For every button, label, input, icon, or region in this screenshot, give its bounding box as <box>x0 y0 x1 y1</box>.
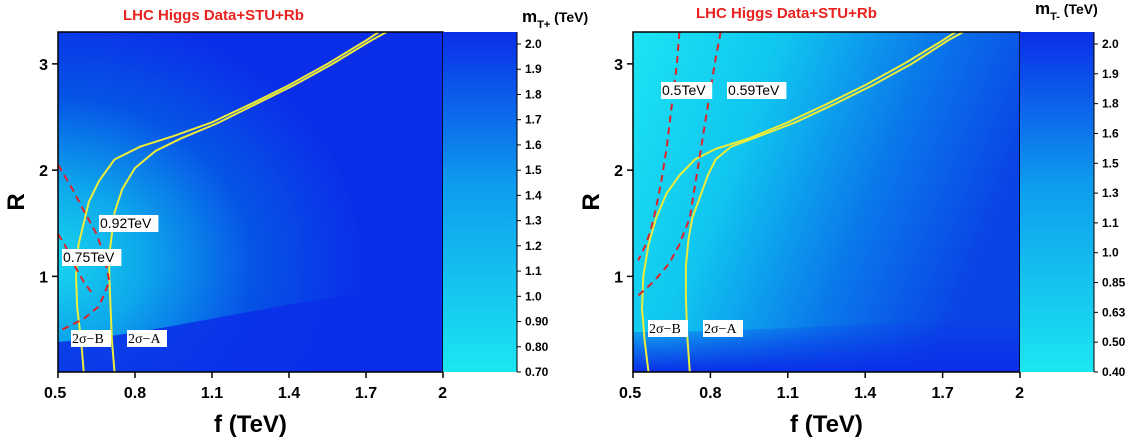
x-tick-label: 2 <box>1015 385 1024 402</box>
x-tick-label: 1.7 <box>931 385 953 402</box>
chart-title: LHC Higgs Data+STU+Rb <box>123 7 304 24</box>
contour-lines <box>637 32 964 372</box>
colorbar-tick-label: 1.2 <box>525 239 542 253</box>
colorbar-tick-label: 0.63 <box>1102 305 1126 319</box>
y-tick-label: 1 <box>614 269 623 286</box>
x-tick-label: 1.7 <box>355 385 377 402</box>
chart-panel-2: 0.5TeV 0.59TeV 2σ−B 2σ−A 0.5 0.8 1.1 1.4 1.7 2 f (… <box>578 0 1126 438</box>
yellow-contour-2 <box>684 32 964 372</box>
colorbar-title: mT- (TeV) <box>1035 0 1098 23</box>
colorbar-tick-label: 1.5 <box>525 163 542 177</box>
yellow-contour-label: 2σ−B <box>72 332 104 347</box>
red-contour-label: 0.5TeV <box>662 82 706 98</box>
contour-label-bg <box>703 320 743 337</box>
colorbar-tick-label: 0.50 <box>1102 335 1126 349</box>
colorbar-tick-label: 1.0 <box>525 289 542 303</box>
x-axis: 0.5 0.8 1.1 1.4 1.7 2 f (TeV) <box>44 372 447 438</box>
colorbar-tick-label: 1.1 <box>525 264 542 278</box>
x-tick-label: 0.8 <box>699 385 721 402</box>
colorbar-tick-label: 0.70 <box>525 365 549 379</box>
x-axis-label: f (TeV) <box>214 411 287 438</box>
heatmap <box>58 32 443 372</box>
x-tick-label: 0.5 <box>44 385 66 402</box>
yellow-contour-label: 2σ−B <box>649 322 681 337</box>
y-axis: 1 2 3 R <box>578 57 633 286</box>
contour-lines <box>58 32 387 372</box>
red-dashed-contour-2 <box>637 32 722 297</box>
x-tick-label: 1.1 <box>777 385 799 402</box>
chart-title: LHC Higgs Data+STU+Rb <box>696 5 877 22</box>
colorbar-tick-label: 1.8 <box>1102 97 1119 111</box>
yellow-contour-1 <box>74 32 380 372</box>
x-tick-label: 1.1 <box>201 385 223 402</box>
chart-panel-1: 0.75TeV 0.92TeV 2σ−B 2σ−A 0.5 0.8 1.1 1.4 1.7 2 f … <box>3 7 588 438</box>
y-tick-label: 3 <box>39 57 48 74</box>
red-dashed-contour-2 <box>58 164 111 333</box>
x-tick-label: 0.8 <box>124 385 146 402</box>
x-axis-label: f (TeV) <box>790 411 863 438</box>
colorbar-tick-label: 1.9 <box>1102 67 1119 81</box>
yellow-contour-label: 2σ−A <box>128 332 161 347</box>
yellow-contour-1 <box>640 32 957 372</box>
x-tick-label: 1.4 <box>278 385 300 402</box>
colorbar-tick-label: 0.80 <box>525 340 549 354</box>
colorbar-tick-label: 1.0 <box>1102 246 1119 260</box>
yellow-contour-2 <box>108 32 387 372</box>
colorbar-tick-label: 2.0 <box>525 37 542 51</box>
red-dashed-contour-1 <box>637 32 681 261</box>
y-axis-label: R <box>578 193 605 210</box>
colorbar: 2.0 1.9 1.8 1.7 1.6 1.5 1.4 1.3 1.2 1.1 1.0 0.90 0.8… <box>443 7 588 379</box>
heatmap-low-band <box>58 287 443 372</box>
colorbar-tick-label: 1.8 <box>525 87 542 101</box>
y-tick-label: 1 <box>39 269 48 286</box>
colorbar-tick-label: 0.85 <box>1102 276 1126 290</box>
colorbar-tick-label: 1.6 <box>525 138 542 152</box>
colorbar-gradient <box>1020 32 1094 372</box>
contour-label-bg <box>648 320 688 337</box>
y-axis-label: R <box>3 193 30 210</box>
contour-label-bg <box>99 215 159 232</box>
colorbar-title: mT+ (TeV) <box>522 7 588 31</box>
contour-label-bg <box>661 82 713 99</box>
y-tick-label: 2 <box>39 163 48 180</box>
colorbar: 2.0 1.9 1.8 1.6 1.5 1.3 1.1 1.0 0.85 0.63 0.50 0.40… <box>1020 0 1126 379</box>
contour-label-bg <box>127 330 167 347</box>
y-tick-label: 2 <box>614 163 623 180</box>
contour-label-bg <box>727 82 787 99</box>
yellow-contour-label: 2σ−A <box>704 322 737 337</box>
red-contour-label: 0.59TeV <box>728 82 780 98</box>
colorbar-tick-label: 0.90 <box>525 315 549 329</box>
x-tick-label: 1.4 <box>854 385 876 402</box>
red-contour-label: 0.75TeV <box>63 249 115 265</box>
colorbar-tick-label: 1.1 <box>1102 216 1119 230</box>
colorbar-tick-label: 1.5 <box>1102 156 1119 170</box>
colorbar-tick-label: 1.9 <box>525 62 542 76</box>
y-tick-label: 3 <box>614 57 623 74</box>
x-axis: 0.5 0.8 1.1 1.4 1.7 2 f (TeV) <box>619 372 1024 438</box>
colorbar-tick-label: 1.7 <box>525 113 542 127</box>
colorbar-tick-label: 1.4 <box>525 188 542 202</box>
colorbar-tick-label: 1.3 <box>1102 186 1119 200</box>
colorbar-tick-label: 1.6 <box>1102 126 1119 140</box>
x-tick-label: 2 <box>438 385 447 402</box>
colorbar-tick-label: 1.3 <box>525 214 542 228</box>
contour-label-bg <box>71 330 111 347</box>
contour-label-bg <box>62 249 122 266</box>
colorbar-tick-label: 0.40 <box>1102 365 1126 379</box>
x-tick-label: 0.5 <box>619 385 641 402</box>
colorbar-gradient <box>443 32 517 372</box>
colorbar-tick-label: 2.0 <box>1102 37 1119 51</box>
red-contour-label: 0.92TeV <box>100 215 152 231</box>
y-axis: 1 2 3 R <box>3 57 58 286</box>
